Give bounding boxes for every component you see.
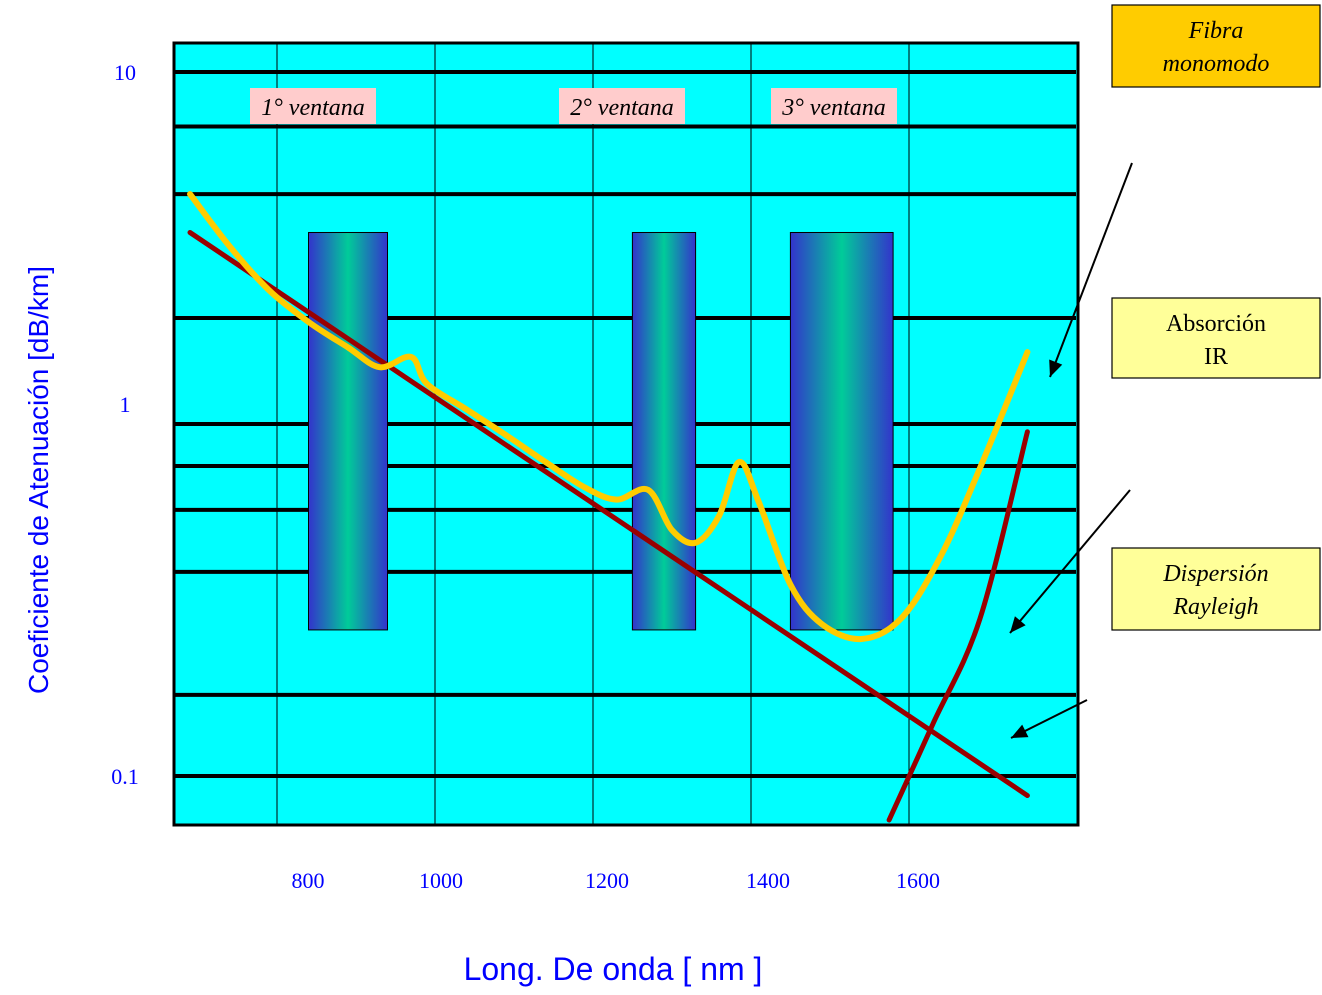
series: [187, 191, 1031, 823]
x-tick-label: 800: [292, 868, 325, 893]
series-line-fibra-monomodo: [187, 191, 1031, 643]
wavelength-windows: [308, 231, 894, 631]
annotation-box: [1111, 297, 1321, 379]
annotation-text: Absorción: [1166, 311, 1266, 337]
y-tick-label: 0.1: [111, 764, 139, 789]
y-tick-label: 1: [120, 392, 131, 417]
window-label-bg: [771, 88, 897, 124]
annotation-text: Fibra: [1188, 18, 1244, 44]
window-label: 1° ventana: [261, 95, 365, 121]
window-label-bg: [559, 88, 685, 124]
window-label: 3° ventana: [781, 95, 886, 121]
tick-labels: 800 1000 1200 1400 1600 10 1 0.1: [111, 60, 940, 893]
x-tick-label: 1000: [419, 868, 463, 893]
window-band: [789, 231, 894, 631]
grid: [174, 43, 1076, 825]
x-tick-label: 1400: [746, 868, 790, 893]
y-axis-label: Coeficiente de Atenuación [dB/km]: [23, 266, 54, 694]
x-axis-label: Long. De onda [ nm ]: [464, 951, 763, 987]
x-tick-label: 1200: [585, 868, 629, 893]
window-label-bg: [250, 88, 376, 124]
annotation-arrow: [1049, 162, 1133, 378]
annotation-text: IR: [1204, 344, 1228, 370]
series-line-dispersion-rayleigh: [187, 229, 1030, 799]
arrow-head: [1049, 359, 1063, 377]
y-tick-label: 10: [114, 60, 136, 85]
annotation-box: [1111, 547, 1321, 631]
window-band: [308, 231, 388, 631]
arrow-head: [1010, 616, 1026, 633]
annotation-text: Dispersión: [1162, 561, 1268, 587]
arrow-head: [1011, 724, 1029, 738]
annotations: Fibra monomodo Absorción IR Dispersión Raylei…: [1009, 4, 1321, 739]
annotation-arrow: [1009, 489, 1131, 634]
x-tick-label: 1600: [896, 868, 940, 893]
window-labels: 1° ventana 2° ventana 3° ventana: [250, 88, 897, 124]
annotation-box: [1111, 4, 1321, 88]
series-line-absorcion-ir: [886, 429, 1030, 823]
plot-frame: [172, 41, 1080, 827]
window-band: [631, 231, 697, 631]
annotation-text: monomodo: [1163, 51, 1270, 77]
annotation-text: Rayleigh: [1172, 594, 1258, 620]
window-label: 2° ventana: [570, 95, 674, 121]
